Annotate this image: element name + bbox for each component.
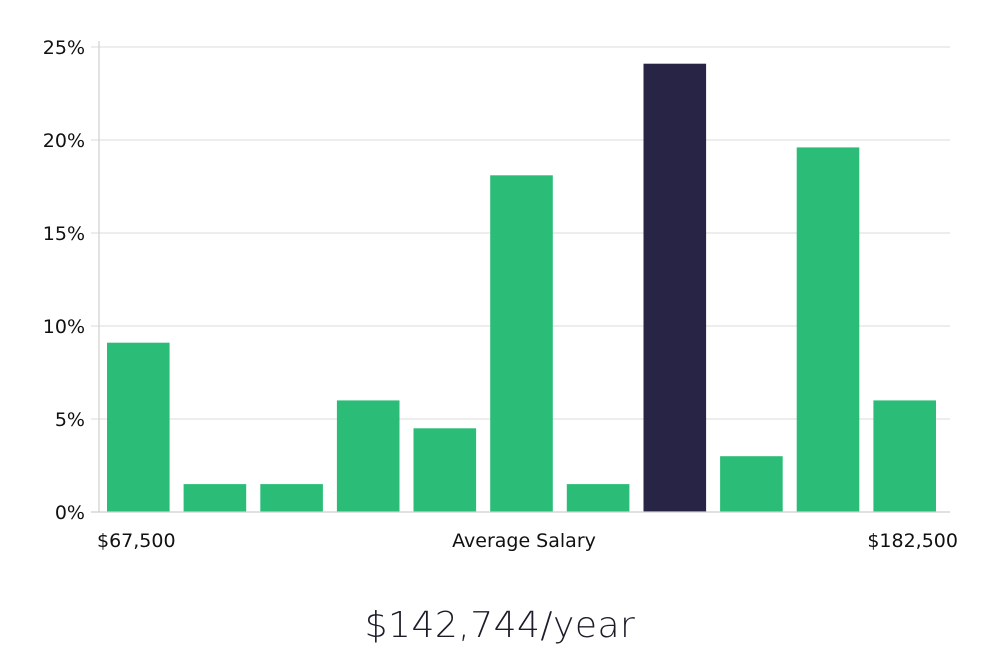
- bar: [796, 147, 860, 512]
- bar: [183, 484, 247, 512]
- y-tick-label: 5%: [55, 409, 85, 431]
- bar: [336, 400, 400, 512]
- bar: [107, 342, 170, 512]
- axes: 0% 5% 10% 15% 20% 25%: [43, 37, 950, 524]
- bar: [413, 428, 477, 512]
- bar: [720, 456, 783, 512]
- x-axis-max-label: $182,500: [867, 530, 958, 552]
- y-tick-label: 10%: [43, 316, 85, 338]
- y-tick-label: 15%: [43, 223, 85, 245]
- y-tick-label: 25%: [43, 37, 85, 59]
- y-tick-label: 20%: [43, 130, 85, 152]
- y-tick-label: 0%: [55, 502, 85, 524]
- x-axis-title: Average Salary: [452, 530, 596, 552]
- bar: [566, 484, 630, 512]
- bars: [107, 63, 936, 513]
- salary-histogram: 0% 5% 10% 15% 20% 25% $67,500 Average Salary …: [43, 37, 958, 552]
- highlighted-bar: [643, 63, 707, 512]
- axis-labels: $67,500 Average Salary $182,500: [97, 530, 958, 552]
- bar: [873, 400, 936, 512]
- bar: [260, 484, 323, 512]
- average-salary-value: $142,744/year: [364, 605, 636, 646]
- x-axis-min-label: $67,500: [97, 530, 176, 552]
- bar: [490, 175, 553, 513]
